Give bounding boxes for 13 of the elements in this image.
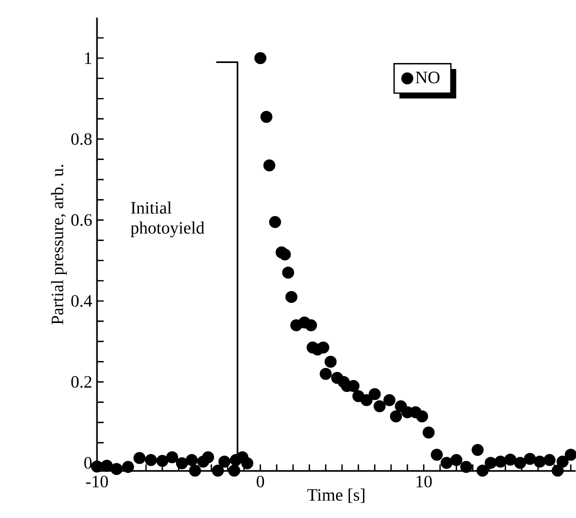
y-tick-label: 0.4 [71, 295, 92, 307]
legend-label: NO [416, 72, 440, 84]
x-tick-label: 0 [256, 476, 264, 488]
y-tick-label: 0 [84, 457, 92, 469]
x-tick-label: 10 [416, 476, 432, 488]
y-tick-label: 0.6 [71, 214, 92, 226]
y-axis-title: Partial pressure, arb. u. [51, 164, 67, 324]
x-axis-title: Time [s] [307, 488, 364, 503]
annotation: Initial photoyield [130, 202, 204, 238]
y-tick-label: 1 [85, 52, 92, 64]
x-tick-label: -10 [86, 476, 108, 488]
y-tick-label: 0.8 [71, 133, 92, 145]
y-tick-label: 0.2 [71, 376, 92, 388]
